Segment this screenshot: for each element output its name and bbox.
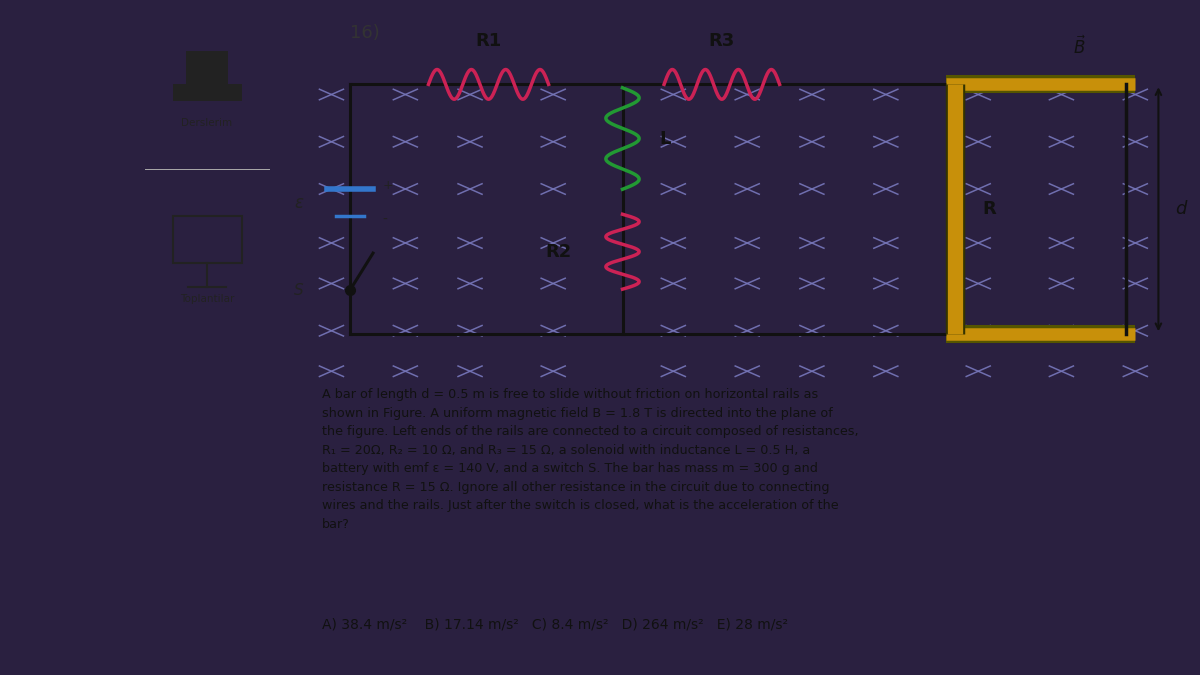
Text: +: + (383, 179, 392, 192)
Text: d: d (1175, 200, 1187, 218)
Text: L: L (660, 130, 671, 148)
Polygon shape (173, 84, 241, 101)
Text: -: - (383, 213, 388, 226)
Text: S: S (294, 283, 304, 298)
Text: ε: ε (295, 194, 304, 211)
Text: A) 38.4 m/s²    B) 17.14 m/s²   C) 8.4 m/s²   D) 264 m/s²   E) 28 m/s²: A) 38.4 m/s² B) 17.14 m/s² C) 8.4 m/s² D… (322, 617, 788, 631)
Text: 16): 16) (350, 24, 379, 42)
Text: $\vec{B}$: $\vec{B}$ (1073, 36, 1086, 59)
Polygon shape (186, 51, 228, 84)
Text: R3: R3 (709, 32, 734, 49)
Text: Toplantilar: Toplantilar (180, 294, 234, 304)
Text: R2: R2 (546, 243, 571, 261)
Text: Derslerim: Derslerim (181, 118, 233, 128)
Text: A bar of length d = 0.5 m is free to slide without friction on horizontal rails : A bar of length d = 0.5 m is free to sli… (322, 388, 859, 531)
Text: R: R (983, 200, 997, 218)
Text: R1: R1 (475, 32, 502, 49)
